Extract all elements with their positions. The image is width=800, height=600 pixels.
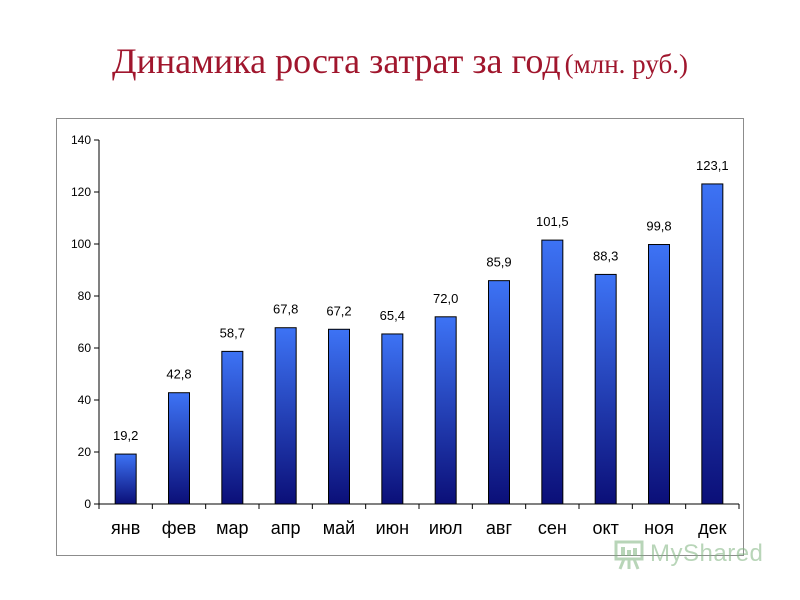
y-tick-label: 100 xyxy=(71,237,91,251)
y-tick-label: 20 xyxy=(78,445,92,459)
y-tick-label: 120 xyxy=(71,185,91,199)
bar xyxy=(381,333,404,505)
data-label: 58,7 xyxy=(220,325,245,340)
x-tick-label: ноя xyxy=(644,518,674,538)
x-tick-label: мар xyxy=(216,518,248,538)
x-tick-label: сен xyxy=(538,518,567,538)
data-label: 85,9 xyxy=(486,255,511,270)
bar xyxy=(434,316,457,505)
chart-title: Динамика роста затрат за год (млн. руб.) xyxy=(0,40,800,82)
y-tick-label: 40 xyxy=(78,393,92,407)
x-tick-label: дек xyxy=(698,518,727,538)
data-label: 123,1 xyxy=(696,158,729,173)
data-label: 72,0 xyxy=(433,291,458,306)
data-label: 19,2 xyxy=(113,428,138,443)
bar xyxy=(594,273,617,505)
bar xyxy=(274,327,297,505)
x-tick-label: июл xyxy=(429,518,463,538)
data-label: 65,4 xyxy=(380,308,405,323)
y-tick-label: 60 xyxy=(78,341,92,355)
x-tick-label: май xyxy=(323,518,355,538)
watermark-text: MyShared xyxy=(650,540,764,567)
bar xyxy=(541,239,564,505)
y-tick-label: 0 xyxy=(84,497,91,511)
x-tick-label: апр xyxy=(271,518,301,538)
bar xyxy=(114,453,137,505)
x-tick-label: фев xyxy=(162,518,196,538)
watermark: MyShared xyxy=(612,537,763,571)
x-tick-label: авг xyxy=(486,518,513,538)
data-label: 88,3 xyxy=(593,248,618,263)
data-label: 99,8 xyxy=(646,219,671,234)
data-label: 67,8 xyxy=(273,302,298,317)
bar xyxy=(648,244,670,505)
chart-title-main: Динамика роста затрат за год xyxy=(112,41,561,81)
data-label: 67,2 xyxy=(326,303,351,318)
y-tick-label: 140 xyxy=(71,133,91,147)
data-label: 101,5 xyxy=(536,214,569,229)
x-tick-label: июн xyxy=(376,518,410,538)
bar xyxy=(488,280,510,505)
x-tick-label: окт xyxy=(592,518,618,538)
bar xyxy=(328,328,350,505)
x-tick-label: янв xyxy=(111,518,140,538)
bar xyxy=(221,350,244,505)
presentation-board-icon xyxy=(614,540,644,570)
chart-title-unit: (млн. руб.) xyxy=(564,49,688,79)
data-label: 42,8 xyxy=(166,367,191,382)
y-tick-label: 80 xyxy=(78,289,92,303)
bar xyxy=(168,392,190,505)
bar xyxy=(701,183,724,505)
